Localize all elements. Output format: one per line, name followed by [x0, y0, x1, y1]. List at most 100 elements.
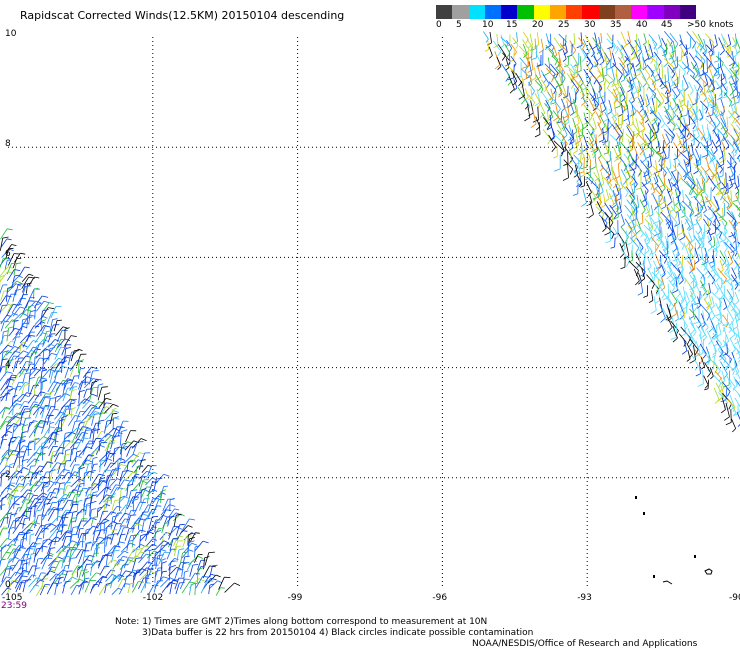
wind-barb	[40, 554, 53, 565]
wind-barb	[686, 31, 697, 49]
wind-barb	[18, 294, 28, 306]
wind-barb	[104, 536, 111, 553]
wind-barb	[98, 494, 112, 505]
wind-barb	[662, 146, 667, 161]
wind-barb	[562, 164, 569, 181]
colorbar-segment	[631, 5, 648, 19]
wind-barb	[729, 166, 734, 178]
wind-barb	[64, 327, 70, 341]
wind-barb	[204, 573, 216, 583]
wind-barb	[41, 557, 53, 570]
wind-barb	[168, 526, 183, 536]
wind-barb	[161, 581, 176, 594]
wind-barb	[637, 38, 642, 52]
wind-barb	[716, 321, 722, 338]
wind-barb	[89, 428, 97, 440]
wind-barb	[133, 501, 147, 515]
wind-barb	[0, 565, 13, 576]
wind-barb	[674, 309, 679, 322]
wind-barb	[674, 153, 681, 168]
wind-barb	[522, 39, 530, 55]
wind-barb	[634, 86, 639, 100]
wind-barb	[13, 495, 20, 509]
wind-barb	[715, 55, 724, 67]
wind-barb	[707, 205, 718, 223]
wind-barb	[682, 75, 689, 92]
wind-barb	[77, 559, 93, 571]
wind-barb	[160, 489, 166, 504]
wind-barb	[26, 545, 36, 559]
wind-barb	[0, 275, 5, 288]
wind-barb	[506, 70, 512, 86]
wind-barb	[28, 425, 43, 438]
wind-barb	[181, 561, 190, 577]
wind-barb	[14, 534, 24, 546]
wind-barb	[711, 88, 716, 101]
wind-barb	[120, 542, 136, 553]
wind-barb	[99, 459, 106, 473]
wind-barb	[84, 371, 91, 386]
wind-barb	[612, 170, 619, 189]
wind-barb	[138, 518, 144, 530]
wind-barb	[70, 447, 77, 462]
wind-barb	[28, 505, 38, 521]
wind-barb	[538, 99, 546, 118]
colorbar-segment	[549, 5, 566, 19]
wind-barb	[75, 450, 82, 463]
wind-barb	[34, 437, 40, 451]
wind-barb	[113, 512, 123, 523]
wind-barb	[620, 169, 628, 185]
wind-barb	[91, 480, 108, 491]
wind-barb	[7, 580, 19, 594]
wind-barb	[606, 38, 616, 53]
colorbar-tick-label: 40	[636, 20, 648, 30]
wind-barb	[202, 578, 217, 590]
wind-barb	[728, 81, 734, 96]
wind-barb	[639, 159, 649, 175]
wind-barb	[7, 476, 18, 488]
wind-barb	[718, 151, 725, 168]
wind-barb	[76, 353, 87, 367]
wind-barb	[542, 128, 552, 145]
wind-barb	[103, 453, 116, 467]
wind-barb	[47, 541, 58, 555]
wind-barb	[577, 124, 584, 140]
wind-barb	[84, 579, 97, 593]
wind-barb	[0, 321, 9, 332]
wind-barb	[168, 560, 176, 571]
wind-barb	[64, 367, 74, 379]
wind-barb	[696, 80, 703, 94]
wind-barb	[712, 111, 721, 128]
wind-barb	[89, 450, 100, 461]
wind-barb	[112, 416, 119, 431]
wind-barb	[33, 367, 47, 377]
wind-barb	[546, 67, 555, 83]
wind-barb	[27, 498, 42, 511]
wind-barb	[126, 460, 133, 473]
wind-barb	[33, 382, 41, 396]
wind-barb	[677, 63, 686, 77]
wind-barb	[21, 492, 34, 504]
wind-barb	[655, 157, 663, 173]
wind-barb	[652, 147, 662, 163]
wind-barb	[0, 358, 8, 371]
colorbar-tick-label: 20	[532, 20, 544, 30]
wind-barb	[35, 339, 48, 348]
wind-barb	[78, 487, 88, 498]
wind-barb	[138, 577, 150, 590]
wind-barb	[120, 487, 126, 500]
wind-barb	[720, 172, 727, 190]
wind-barb	[49, 370, 59, 384]
wind-barb	[588, 122, 595, 136]
wind-barb	[126, 483, 134, 497]
wind-barb	[643, 45, 650, 63]
wind-barb	[681, 178, 692, 195]
wind-barb	[616, 45, 624, 60]
wind-barb	[630, 62, 637, 82]
wind-barb	[131, 557, 143, 572]
wind-barb	[89, 508, 97, 521]
wind-barb	[1, 568, 13, 583]
wind-barb	[34, 454, 45, 467]
wind-barb	[28, 401, 38, 410]
